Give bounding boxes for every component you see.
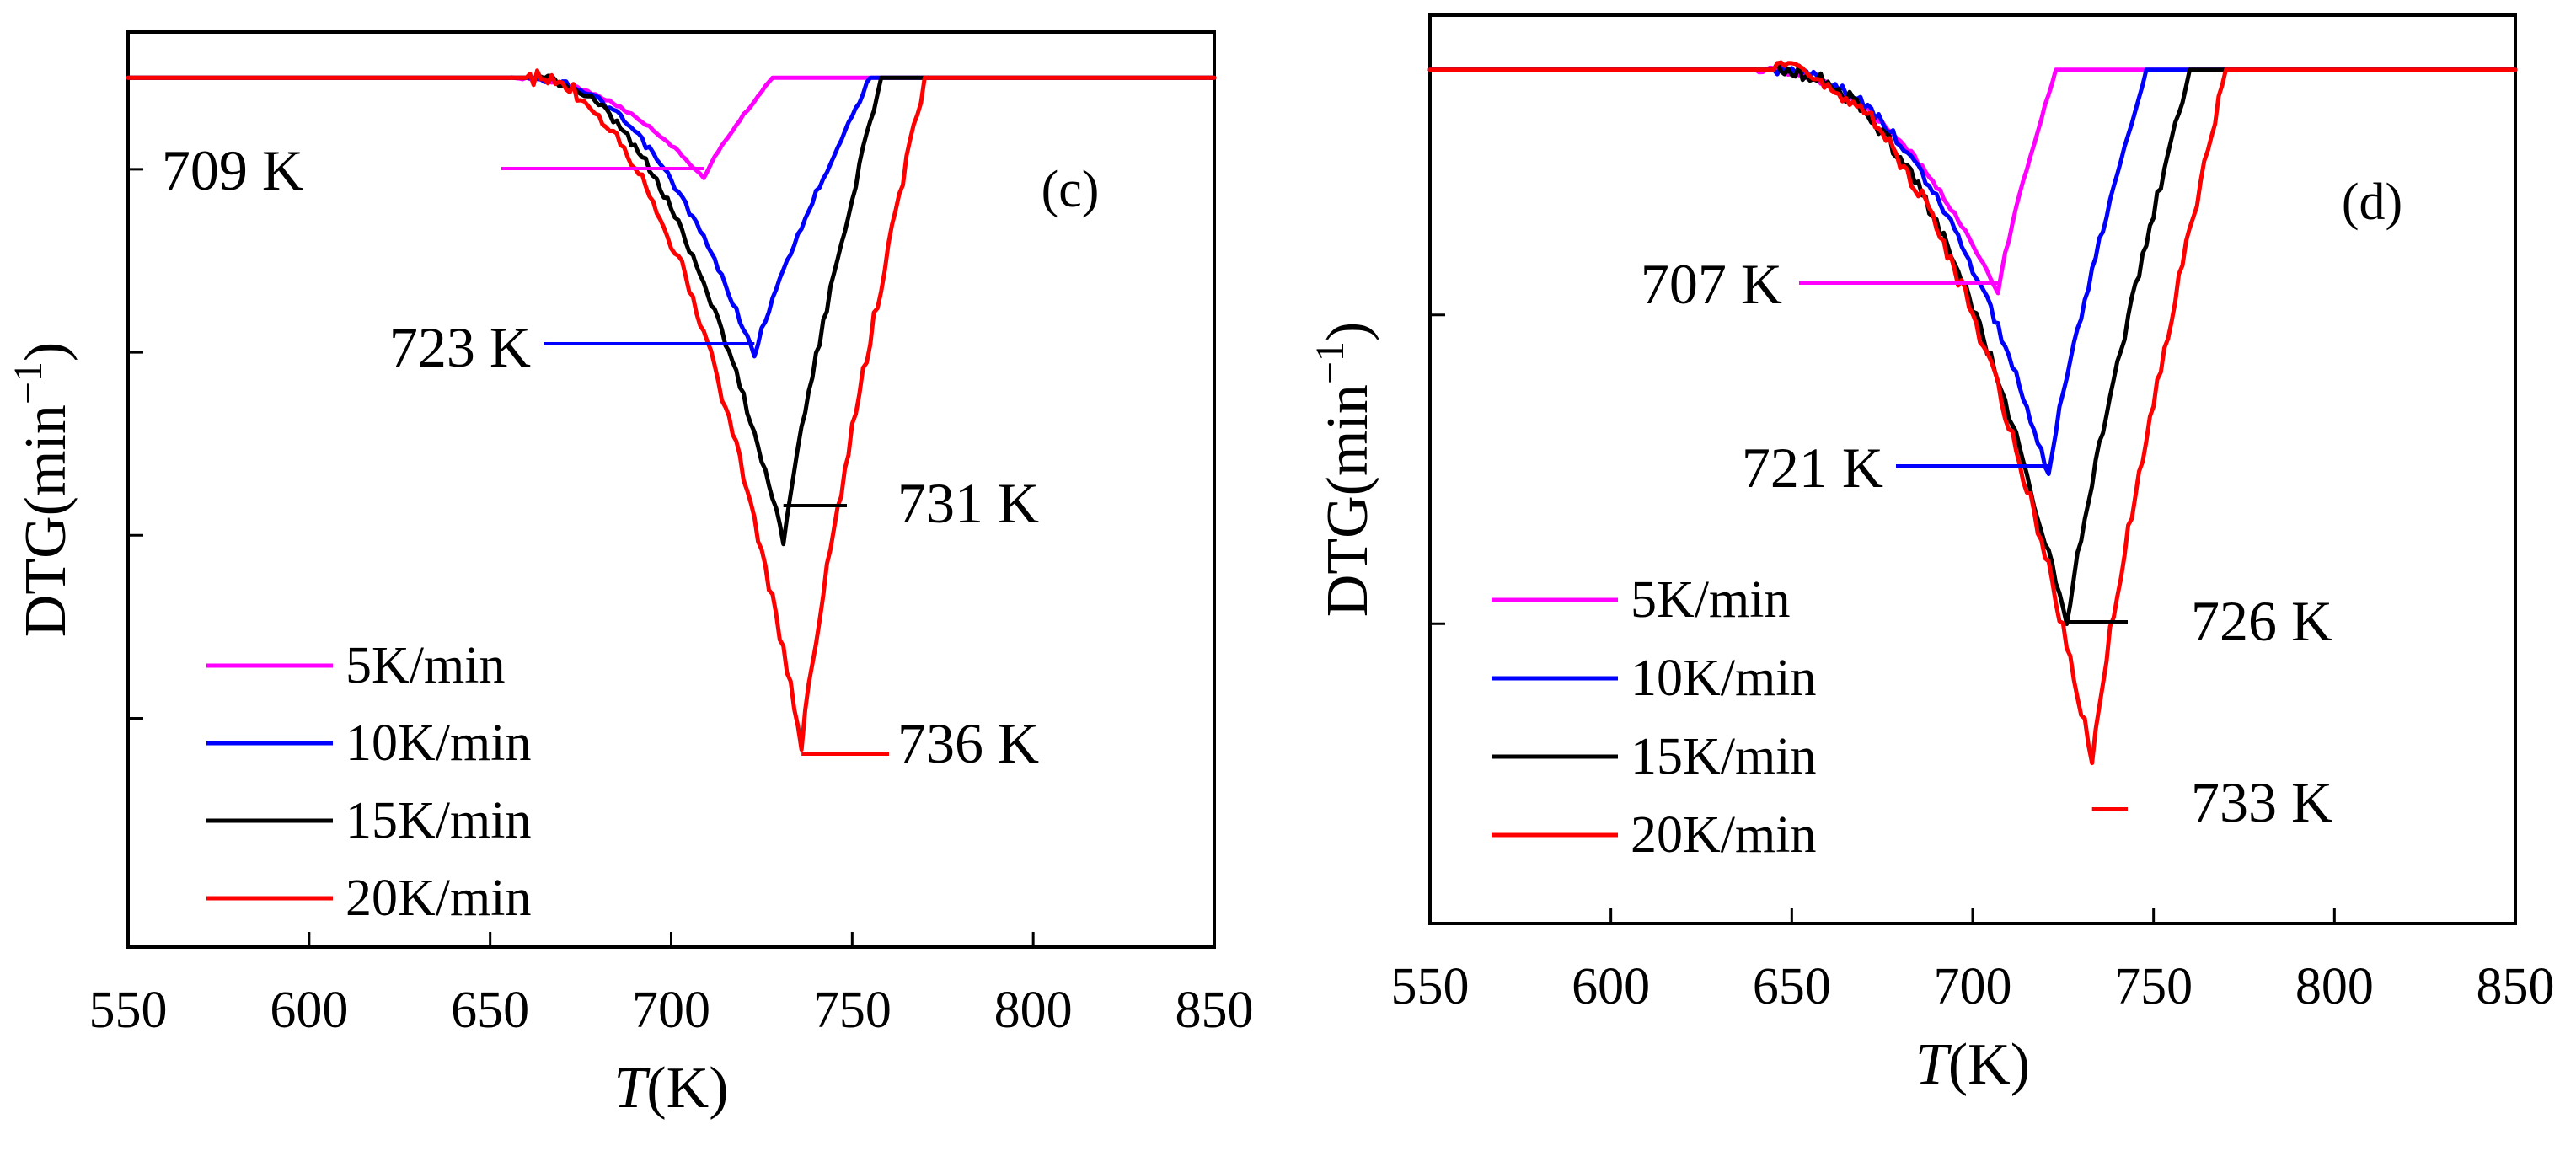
y-axis-title-superscript: −1 xyxy=(6,361,51,404)
x-tick-label: 750 xyxy=(813,982,892,1039)
x-tick-label: 700 xyxy=(632,982,710,1039)
x-axis-title: T(K) xyxy=(1915,1032,2030,1097)
legend-label: 15K/min xyxy=(345,792,531,849)
panel-label: (c) xyxy=(1042,161,1100,218)
series-line-20k-per-min xyxy=(1427,60,2518,766)
peak-label: 736 K xyxy=(897,711,1039,775)
chart-panel-d: 550 600 650 700 750 800 850 T(K) DTG(min−1) (d) 70… xyxy=(1308,13,2555,1097)
x-tick-label: 800 xyxy=(2295,958,2374,1015)
x-tick-label: 800 xyxy=(994,982,1073,1039)
x-tick-label: 600 xyxy=(1572,958,1650,1015)
peak-label: 731 K xyxy=(897,471,1039,535)
panel-label: (d) xyxy=(2342,174,2402,231)
x-tick-label: 650 xyxy=(451,982,529,1039)
x-tick-label: 850 xyxy=(1176,982,1254,1039)
peak-label: 721 K xyxy=(1742,436,1883,500)
x-tick-label: 550 xyxy=(1391,958,1470,1015)
y-axis-title-superscript: −1 xyxy=(1308,341,1352,384)
x-tick-label: 700 xyxy=(1934,958,2012,1015)
x-tick-label: 600 xyxy=(270,982,348,1039)
series-line-20k-per-min xyxy=(126,68,1217,752)
x-tick-label: 650 xyxy=(1753,958,1831,1015)
x-axis-unit: (K) xyxy=(1948,1032,2030,1097)
peak-label: 726 K xyxy=(2191,589,2332,653)
y-axis-title-close: ) xyxy=(13,342,78,361)
legend-label: 10K/min xyxy=(1631,650,1816,707)
legend-label: 10K/min xyxy=(345,715,531,772)
peak-label: 707 K xyxy=(1641,252,1782,316)
y-axis-title-main: DTG(min xyxy=(13,404,78,637)
legend-label: 5K/min xyxy=(345,637,505,694)
legend-label: 15K/min xyxy=(1631,728,1816,785)
series-line-10k-per-min xyxy=(1427,63,2518,476)
series-line-15k-per-min xyxy=(1427,61,2518,626)
x-tick-label: 550 xyxy=(89,982,168,1039)
x-axis-symbol: T xyxy=(1915,1032,1952,1097)
peak-label: 709 K xyxy=(162,138,303,202)
y-axis-title: DTG(min−1) xyxy=(1308,322,1380,617)
peak-label: 733 K xyxy=(2191,770,2332,834)
legend-label: 5K/min xyxy=(1631,571,1790,629)
chart-panel-c: 550 600 650 700 750 800 850 T(K) DTG(min−1) (c) 70… xyxy=(6,30,1254,1121)
y-axis-title: DTG(min−1) xyxy=(6,342,78,637)
legend-label: 20K/min xyxy=(1631,806,1816,864)
y-axis-title-main: DTG(min xyxy=(1315,384,1380,617)
plot-frame xyxy=(1428,13,2517,925)
x-tick-label: 750 xyxy=(2114,958,2193,1015)
x-axis-symbol: T xyxy=(613,1056,651,1121)
y-axis-title-close: ) xyxy=(1315,322,1380,341)
legend-label: 20K/min xyxy=(345,870,531,927)
x-tick-label: 850 xyxy=(2477,958,2555,1015)
x-axis-title: T(K) xyxy=(613,1056,728,1121)
x-axis-unit: (K) xyxy=(646,1056,728,1121)
peak-label: 723 K xyxy=(389,315,531,379)
